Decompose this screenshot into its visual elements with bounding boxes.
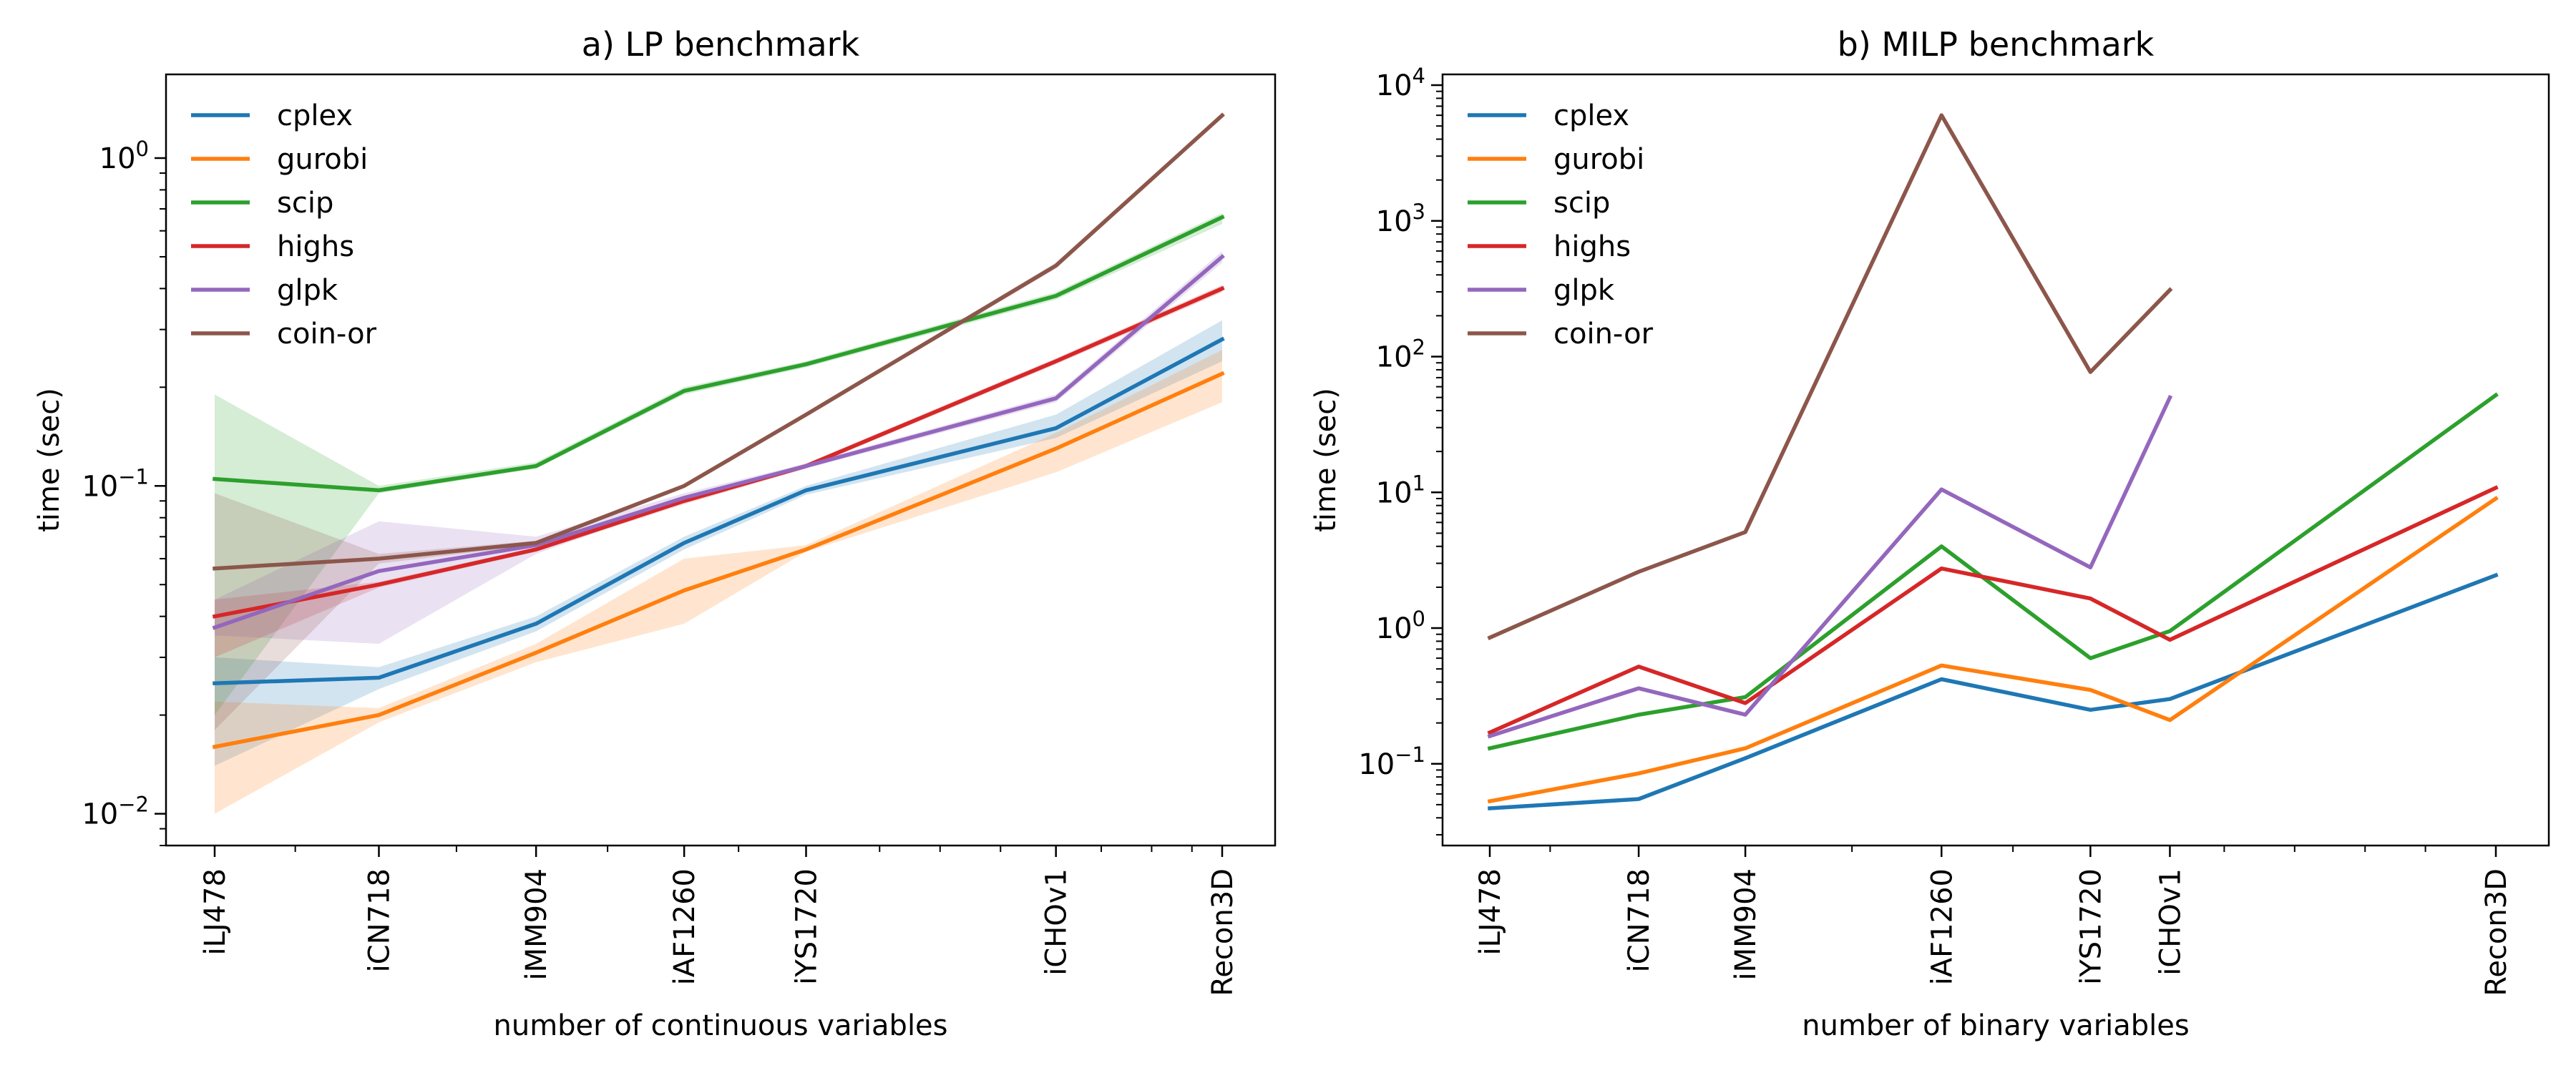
band-cplex <box>215 320 1222 766</box>
legend-label-cplex: cplex <box>277 99 353 132</box>
legend-label-scip: scip <box>277 187 333 220</box>
y-tick-label: 103 <box>1376 200 1425 238</box>
band-gurobi <box>215 350 1222 814</box>
y-tick-label: 104 <box>1376 64 1425 102</box>
x-axis-label: number of binary variables <box>1802 1009 2190 1042</box>
y-axis-label: time (sec) <box>1309 388 1342 532</box>
series-line-scip <box>1487 392 2499 751</box>
x-tick-label: iLJ478 <box>1474 868 1507 956</box>
y-tick-label: 102 <box>1376 335 1425 374</box>
legend-label-scip: scip <box>1553 187 1610 220</box>
series-line-coin-or <box>213 112 1225 571</box>
legend: cplex gurobi scip highs glpk coin-or <box>191 99 377 351</box>
series-line-highs <box>212 285 1225 619</box>
y-axis-label: time (sec) <box>33 388 66 532</box>
plot-frame <box>165 73 1277 847</box>
legend-label-coin-or: coin-or <box>277 318 377 351</box>
series-line-scip <box>213 215 1225 493</box>
milp-benchmark-panel: b) MILP benchmark 10−1 100 101 102 103 104 iLJ4… <box>1309 25 2550 1042</box>
x-tick-label: iMM904 <box>1729 868 1762 980</box>
legend-label-gurobi: gurobi <box>1553 143 1644 176</box>
legend-label-highs: highs <box>1553 230 1631 263</box>
series-line-coin-or <box>1487 113 2173 641</box>
legend-label-gurobi: gurobi <box>277 143 368 176</box>
x-tick-label: iAF1260 <box>668 868 701 985</box>
x-tick-label: iYS1720 <box>2074 868 2107 985</box>
x-tick-label: iMM904 <box>520 868 553 980</box>
band-glpk <box>215 251 1222 645</box>
legend-label-highs: highs <box>277 230 354 263</box>
y-tick-label: 100 <box>99 137 149 175</box>
x-tick-label: iAF1260 <box>1926 868 1958 985</box>
y-tick-label: 101 <box>1376 471 1425 509</box>
x-tick-label: iYS1720 <box>790 868 823 985</box>
y-tick-label: 100 <box>1376 607 1425 645</box>
x-tick-label: iCN718 <box>1623 868 1656 972</box>
series-line-highs <box>1487 485 2499 735</box>
legend: cplex gurobi scip highs glpk coin-or <box>1468 99 1654 351</box>
x-tick-label: iCHOv1 <box>1040 868 1073 976</box>
series-line-cplex <box>213 336 1225 686</box>
chart-title: b) MILP benchmark <box>1838 25 2155 64</box>
series-line-gurobi <box>212 371 1225 750</box>
y-tick-label: 10−2 <box>82 793 149 831</box>
x-axis-label: number of continuous variables <box>494 1009 948 1042</box>
series-line-glpk <box>1487 394 2173 739</box>
x-tick-label: iCN718 <box>364 868 396 972</box>
legend-label-glpk: glpk <box>1553 274 1615 307</box>
y-tick-label: 10−1 <box>1358 743 1425 781</box>
lp-benchmark-panel: a) LP benchmark 10−2 10−1 100 iLJ478 iCN718 iM… <box>33 25 1277 1042</box>
series-line-cplex <box>1488 572 2499 810</box>
plot-frame <box>1441 73 2550 847</box>
y-tick-label: 10−1 <box>82 464 149 503</box>
legend-label-glpk: glpk <box>277 274 338 307</box>
legend-label-coin-or: coin-or <box>1553 318 1654 351</box>
legend-label-cplex: cplex <box>1553 99 1629 132</box>
x-tick-label: iCHOv1 <box>2154 868 2187 976</box>
series-line-glpk <box>212 254 1225 630</box>
series-line-gurobi <box>1487 496 2499 804</box>
x-tick-label: iLJ478 <box>199 868 232 956</box>
x-tick-label: Recon3D <box>2480 868 2513 996</box>
x-tick-label: Recon3D <box>1206 868 1239 996</box>
chart-title: a) LP benchmark <box>582 25 860 64</box>
